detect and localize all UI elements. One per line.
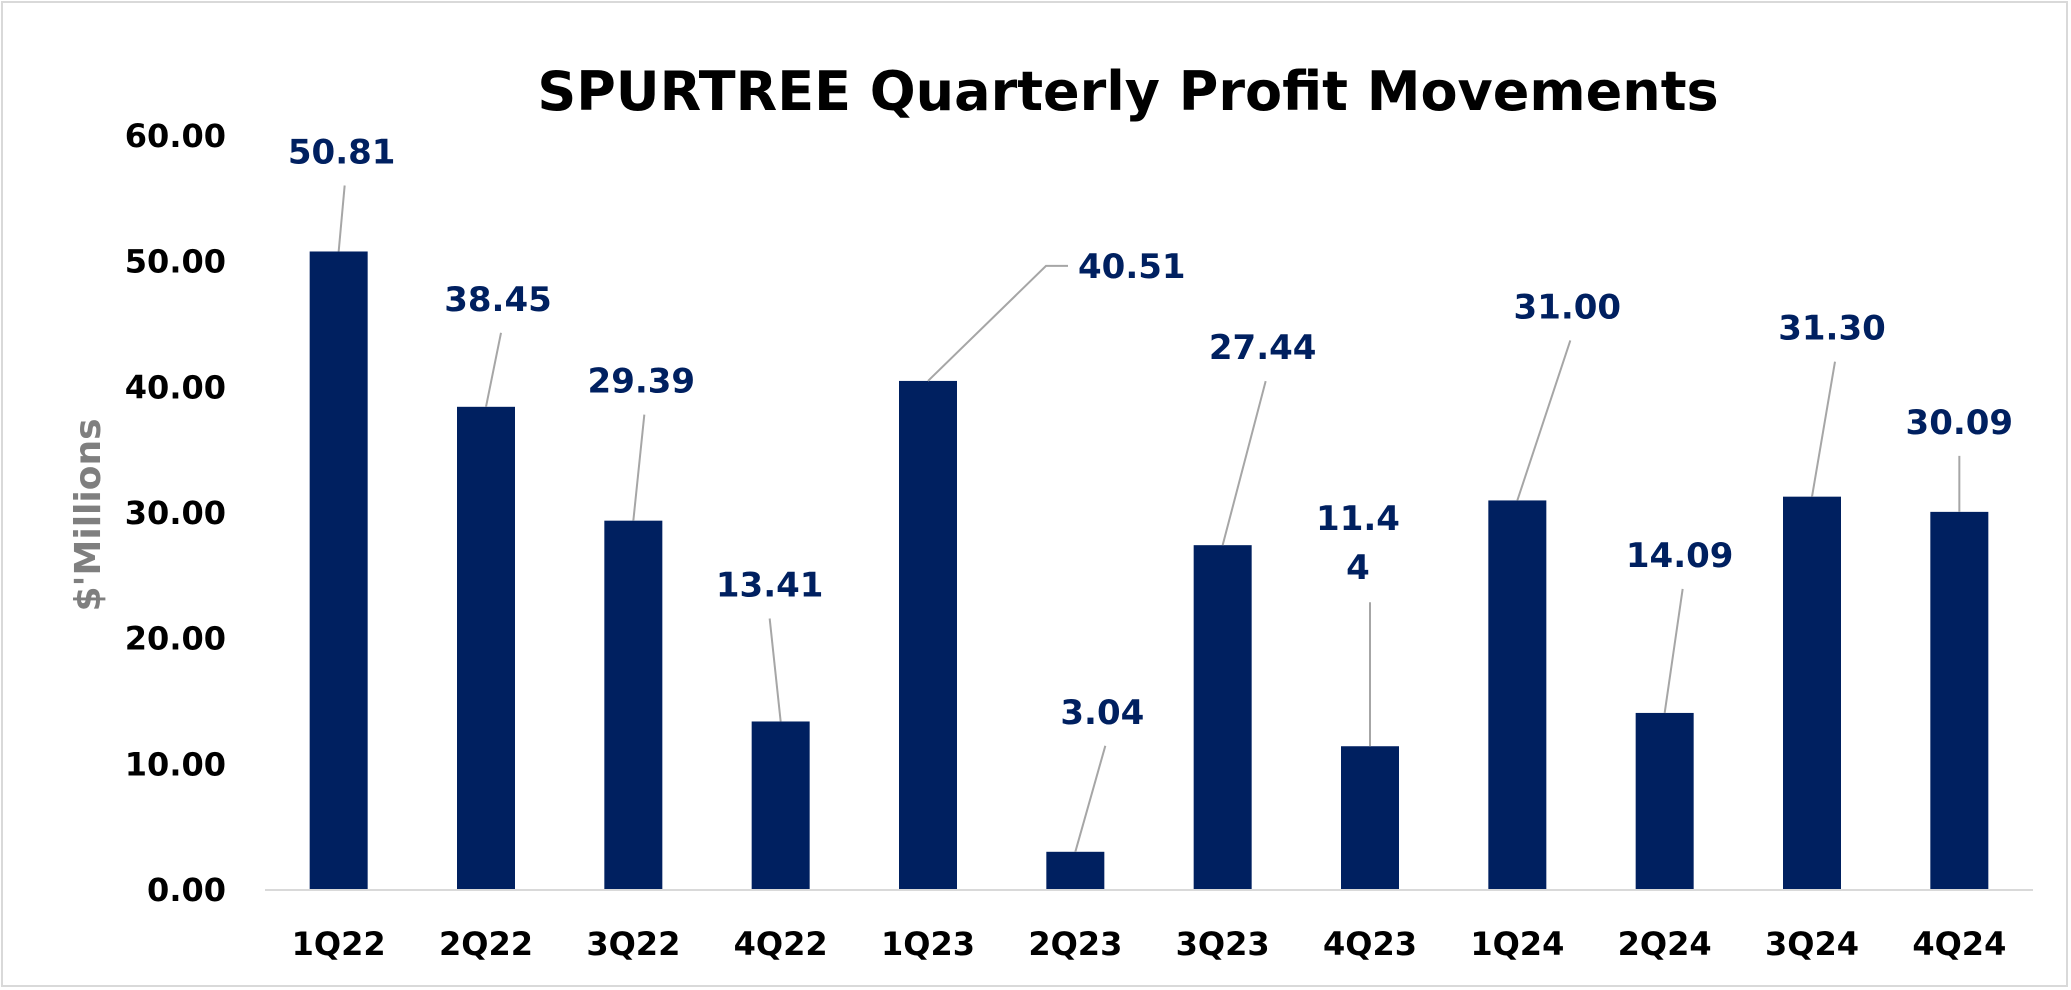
data-label: 13.41 <box>716 565 824 605</box>
bar-4q24 <box>1930 511 1989 890</box>
chart-title: SPURTREE Quarterly Profit Movements <box>537 60 1718 123</box>
y-tick-label: 60.00 <box>125 117 226 155</box>
data-label: 29.39 <box>588 362 696 402</box>
y-axis-label: $'Millions <box>68 418 109 611</box>
leader-line <box>337 185 346 252</box>
bar-3q23 <box>1193 545 1252 890</box>
bar-2q23 <box>1046 851 1105 890</box>
x-tick-label: 2Q24 <box>1618 925 1712 963</box>
bar-3q22 <box>604 520 663 890</box>
y-tick-label: 40.00 <box>125 368 226 406</box>
x-tick-label: 3Q22 <box>586 925 680 963</box>
data-label: 11.4 <box>1316 499 1400 539</box>
bar-4q23 <box>1341 746 1399 890</box>
y-tick-label: 50.00 <box>125 243 226 281</box>
y-tick-label: 30.00 <box>125 494 226 532</box>
leader-line <box>632 414 646 521</box>
bar-2q22 <box>457 406 515 890</box>
x-tick-label: 4Q24 <box>1912 925 2006 963</box>
leader-line <box>1663 588 1684 714</box>
data-label: 30.09 <box>1906 403 2014 443</box>
bar-1q23 <box>899 380 957 890</box>
data-label: 31.30 <box>1778 309 1886 349</box>
x-axis-ticks: 1Q22 2Q22 3Q22 4Q22 1Q23 2Q23 3Q23 4Q23 1Q24 2Q24… <box>292 925 2007 963</box>
data-label: 27.44 <box>1209 328 1317 368</box>
data-label: 3.04 <box>1060 693 1144 733</box>
data-label: 40.51 <box>1078 247 1186 287</box>
x-tick-label: 3Q24 <box>1765 925 1859 963</box>
bar-2q24 <box>1635 712 1694 890</box>
bar-3q24 <box>1783 496 1841 890</box>
x-tick-label: 3Q23 <box>1176 925 1270 963</box>
data-label: 50.81 <box>288 132 396 172</box>
bar-1q24 <box>1488 500 1547 890</box>
y-axis-ticks: 0.00 10.00 20.00 30.00 40.00 50.00 60.00 <box>125 117 226 909</box>
y-tick-label: 20.00 <box>125 620 226 658</box>
data-label-continued: 4 <box>1346 548 1370 588</box>
data-label: 14.09 <box>1626 536 1734 576</box>
bar-series <box>309 251 1989 890</box>
data-label: 38.45 <box>444 280 552 320</box>
x-tick-label: 1Q22 <box>292 925 386 963</box>
bar-1q22 <box>309 251 368 890</box>
x-tick-label: 2Q23 <box>1028 925 1122 963</box>
y-tick-label: 0.00 <box>147 871 226 909</box>
y-tick-label: 10.00 <box>125 745 226 783</box>
leader-line <box>1516 340 1572 501</box>
leader-line <box>1221 380 1267 546</box>
data-label: 31.00 <box>1514 287 1622 327</box>
leader-line <box>485 332 502 408</box>
data-labels: 50.81 38.45 29.39 13.41 40.51 3.04 27.44 11.4 4 3… <box>288 132 2013 732</box>
leader-line <box>768 618 782 722</box>
x-tick-label: 4Q23 <box>1323 925 1417 963</box>
leader-lines <box>337 185 1961 853</box>
x-tick-label: 4Q22 <box>734 925 828 963</box>
x-tick-label: 2Q22 <box>439 925 533 963</box>
bar-4q22 <box>751 721 810 890</box>
leader-line <box>927 264 1068 382</box>
x-tick-label: 1Q23 <box>881 925 975 963</box>
x-tick-label: 1Q24 <box>1470 925 1564 963</box>
leader-line <box>1074 745 1107 853</box>
leader-line <box>1811 361 1836 497</box>
